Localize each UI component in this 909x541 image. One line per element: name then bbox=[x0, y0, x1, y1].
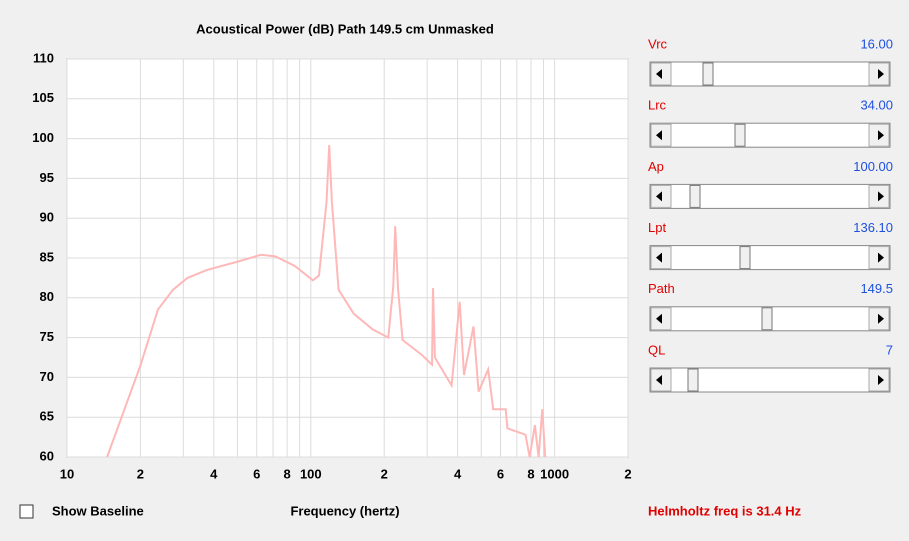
arrow-right bbox=[878, 130, 884, 141]
x-tick-label: 8 bbox=[527, 466, 534, 481]
chart-title: Acoustical Power (dB) Path 149.5 cm Unma… bbox=[196, 21, 494, 36]
x-tick-label: 4 bbox=[454, 466, 462, 481]
slider-thumb[interactable] bbox=[702, 62, 714, 86]
slider-track[interactable] bbox=[649, 183, 891, 209]
x-tick-label: 2 bbox=[624, 466, 631, 481]
slider-label: QL bbox=[648, 342, 665, 357]
status-text: Helmholtz freq is 31.4 Hz bbox=[648, 503, 802, 518]
slider-value: 34.00 bbox=[860, 98, 893, 113]
slider-value: 136.10 bbox=[853, 220, 893, 235]
x-tick-label: 8 bbox=[284, 466, 291, 481]
x-axis-title: Frequency (hertz) bbox=[290, 503, 399, 518]
x-tick-label: 4 bbox=[210, 466, 218, 481]
slider-label: Path bbox=[648, 281, 675, 296]
y-tick-label: 105 bbox=[32, 90, 54, 105]
y-tick-label: 75 bbox=[40, 329, 54, 344]
data-line bbox=[106, 144, 547, 458]
arrow-right bbox=[878, 69, 884, 79]
x-tick-label: 10 bbox=[60, 466, 74, 481]
slider-value: 16.00 bbox=[860, 36, 893, 51]
y-tick-label: 100 bbox=[32, 130, 54, 145]
y-tick-label: 60 bbox=[40, 448, 54, 463]
x-tick-label: 1000 bbox=[540, 466, 569, 481]
slider-track[interactable] bbox=[649, 61, 891, 87]
slider-label: Lrc bbox=[648, 98, 667, 113]
slider-label: Vrc bbox=[648, 36, 668, 51]
arrow-right bbox=[878, 252, 884, 263]
y-tick-label: 110 bbox=[33, 50, 54, 65]
y-tick-label: 95 bbox=[40, 170, 54, 185]
y-tick-label: 65 bbox=[40, 409, 54, 424]
slider-label: Lpt bbox=[648, 220, 666, 235]
x-tick-label: 100 bbox=[300, 466, 322, 481]
arrow-right bbox=[878, 375, 884, 385]
arrow-left bbox=[656, 191, 662, 202]
slider-thumb[interactable] bbox=[734, 123, 746, 147]
slider-value: 100.00 bbox=[853, 159, 893, 174]
slider-track[interactable] bbox=[649, 122, 891, 148]
arrow-left bbox=[656, 130, 662, 141]
slider-value: 149.5 bbox=[860, 281, 893, 296]
slider-value: 7 bbox=[886, 342, 893, 357]
arrow-left bbox=[656, 252, 662, 263]
checkbox-label[interactable]: Show Baseline bbox=[52, 503, 144, 518]
slider-thumb[interactable] bbox=[739, 246, 751, 270]
arrow-left bbox=[656, 69, 662, 79]
y-tick-label: 80 bbox=[40, 289, 54, 304]
x-tick-label: 6 bbox=[253, 466, 260, 481]
y-tick-label: 90 bbox=[40, 210, 54, 225]
slider-label: Ap bbox=[648, 159, 664, 174]
x-tick-label: 2 bbox=[381, 466, 388, 481]
arrow-right bbox=[878, 191, 884, 202]
slider-thumb[interactable] bbox=[761, 307, 773, 331]
x-tick-label: 6 bbox=[497, 466, 504, 481]
slider-track[interactable] bbox=[649, 245, 891, 271]
slider-track[interactable] bbox=[649, 367, 891, 393]
arrow-left bbox=[656, 375, 662, 385]
arrow-left bbox=[656, 313, 662, 324]
arrow-right bbox=[878, 313, 884, 324]
slider-thumb[interactable] bbox=[689, 184, 701, 208]
y-tick-label: 85 bbox=[40, 249, 54, 264]
checkbox[interactable] bbox=[19, 504, 34, 519]
slider-thumb[interactable] bbox=[687, 368, 699, 392]
y-tick-label: 70 bbox=[40, 369, 54, 384]
x-tick-label: 2 bbox=[137, 466, 144, 481]
